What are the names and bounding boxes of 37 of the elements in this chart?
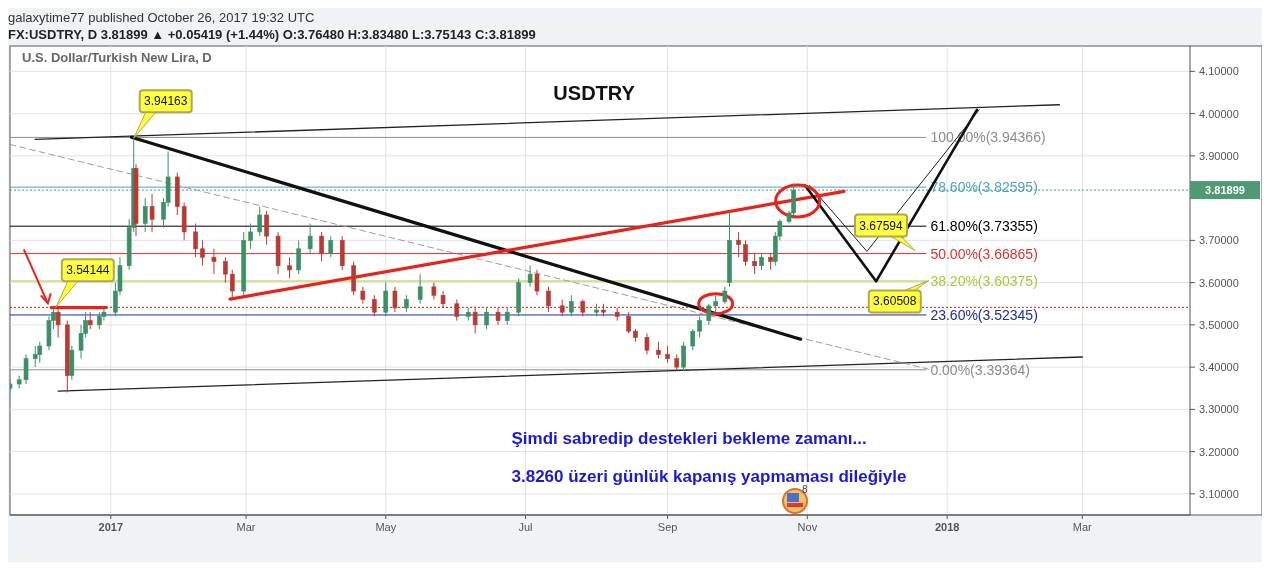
annotation: 3.60508	[873, 294, 917, 309]
chart-subtitle: U.S. Dollar/Turkish New Lira, D	[22, 50, 212, 65]
x-tick-label: Jul	[518, 521, 533, 533]
ref-line-label: 0.00%(3.39364)	[930, 361, 1031, 378]
y-tick-label: 3.50000	[1199, 318, 1239, 331]
text: USDTRY	[553, 82, 636, 104]
y-tick-label: 3.90000	[1199, 149, 1239, 162]
annotation: 3.54144	[66, 263, 110, 278]
x-tick-label: Sep	[657, 521, 678, 533]
y-tick-label: 3.40000	[1199, 361, 1239, 374]
y-tick-label: 4.10000	[1199, 65, 1239, 78]
callout-box: 3.94163	[133, 89, 193, 139]
y-tick-label: 3.10000	[1199, 487, 1239, 500]
text: galaxytime77 published October 26, 2017 19:32 UTC	[8, 10, 315, 25]
x-tick-label: Mar	[236, 521, 256, 533]
callout-box: 3.54144	[55, 258, 115, 308]
ref-line-label: 50.00%(3.66865)	[930, 245, 1038, 262]
annotation: 3.94163	[144, 94, 188, 109]
y-tick-label: 4.00000	[1199, 107, 1239, 120]
y-tick-label: 3.20000	[1199, 445, 1239, 458]
ref-line-label: 38.20%(3.60375)	[930, 273, 1038, 290]
x-tick-label: May	[375, 521, 397, 533]
y-tick-label: 3.70000	[1199, 234, 1239, 247]
y-tick-label: 3.60000	[1199, 276, 1239, 289]
x-tick-label: 2017	[98, 521, 124, 533]
ref-line-label: 3.81899	[1205, 184, 1245, 197]
x-tick-label: 2018	[934, 521, 960, 533]
x-tick-label: Nov	[797, 521, 818, 533]
y-tick-label: 3.30000	[1199, 403, 1239, 416]
annotation: 3.8260 üzeri günlük kapanış yapmaması dileğiyle	[511, 467, 907, 486]
x-tick-label: Mar	[1072, 521, 1093, 533]
text: FX:USDTRY, D 3.81899 ▲ +0.05419 (+1.44%) O:3.76480 H:3.83480 L:3.75143 C:3.81899	[8, 27, 536, 42]
ref-line-label: 61.80%(3.73355)	[930, 218, 1038, 235]
annotation: Şimdi sabredip destekleri bekleme zamanı...	[511, 429, 867, 448]
annotation: 8	[802, 484, 808, 495]
ref-line-label: 23.60%(3.52345)	[930, 306, 1038, 323]
annotation: 3.67594	[859, 218, 904, 233]
